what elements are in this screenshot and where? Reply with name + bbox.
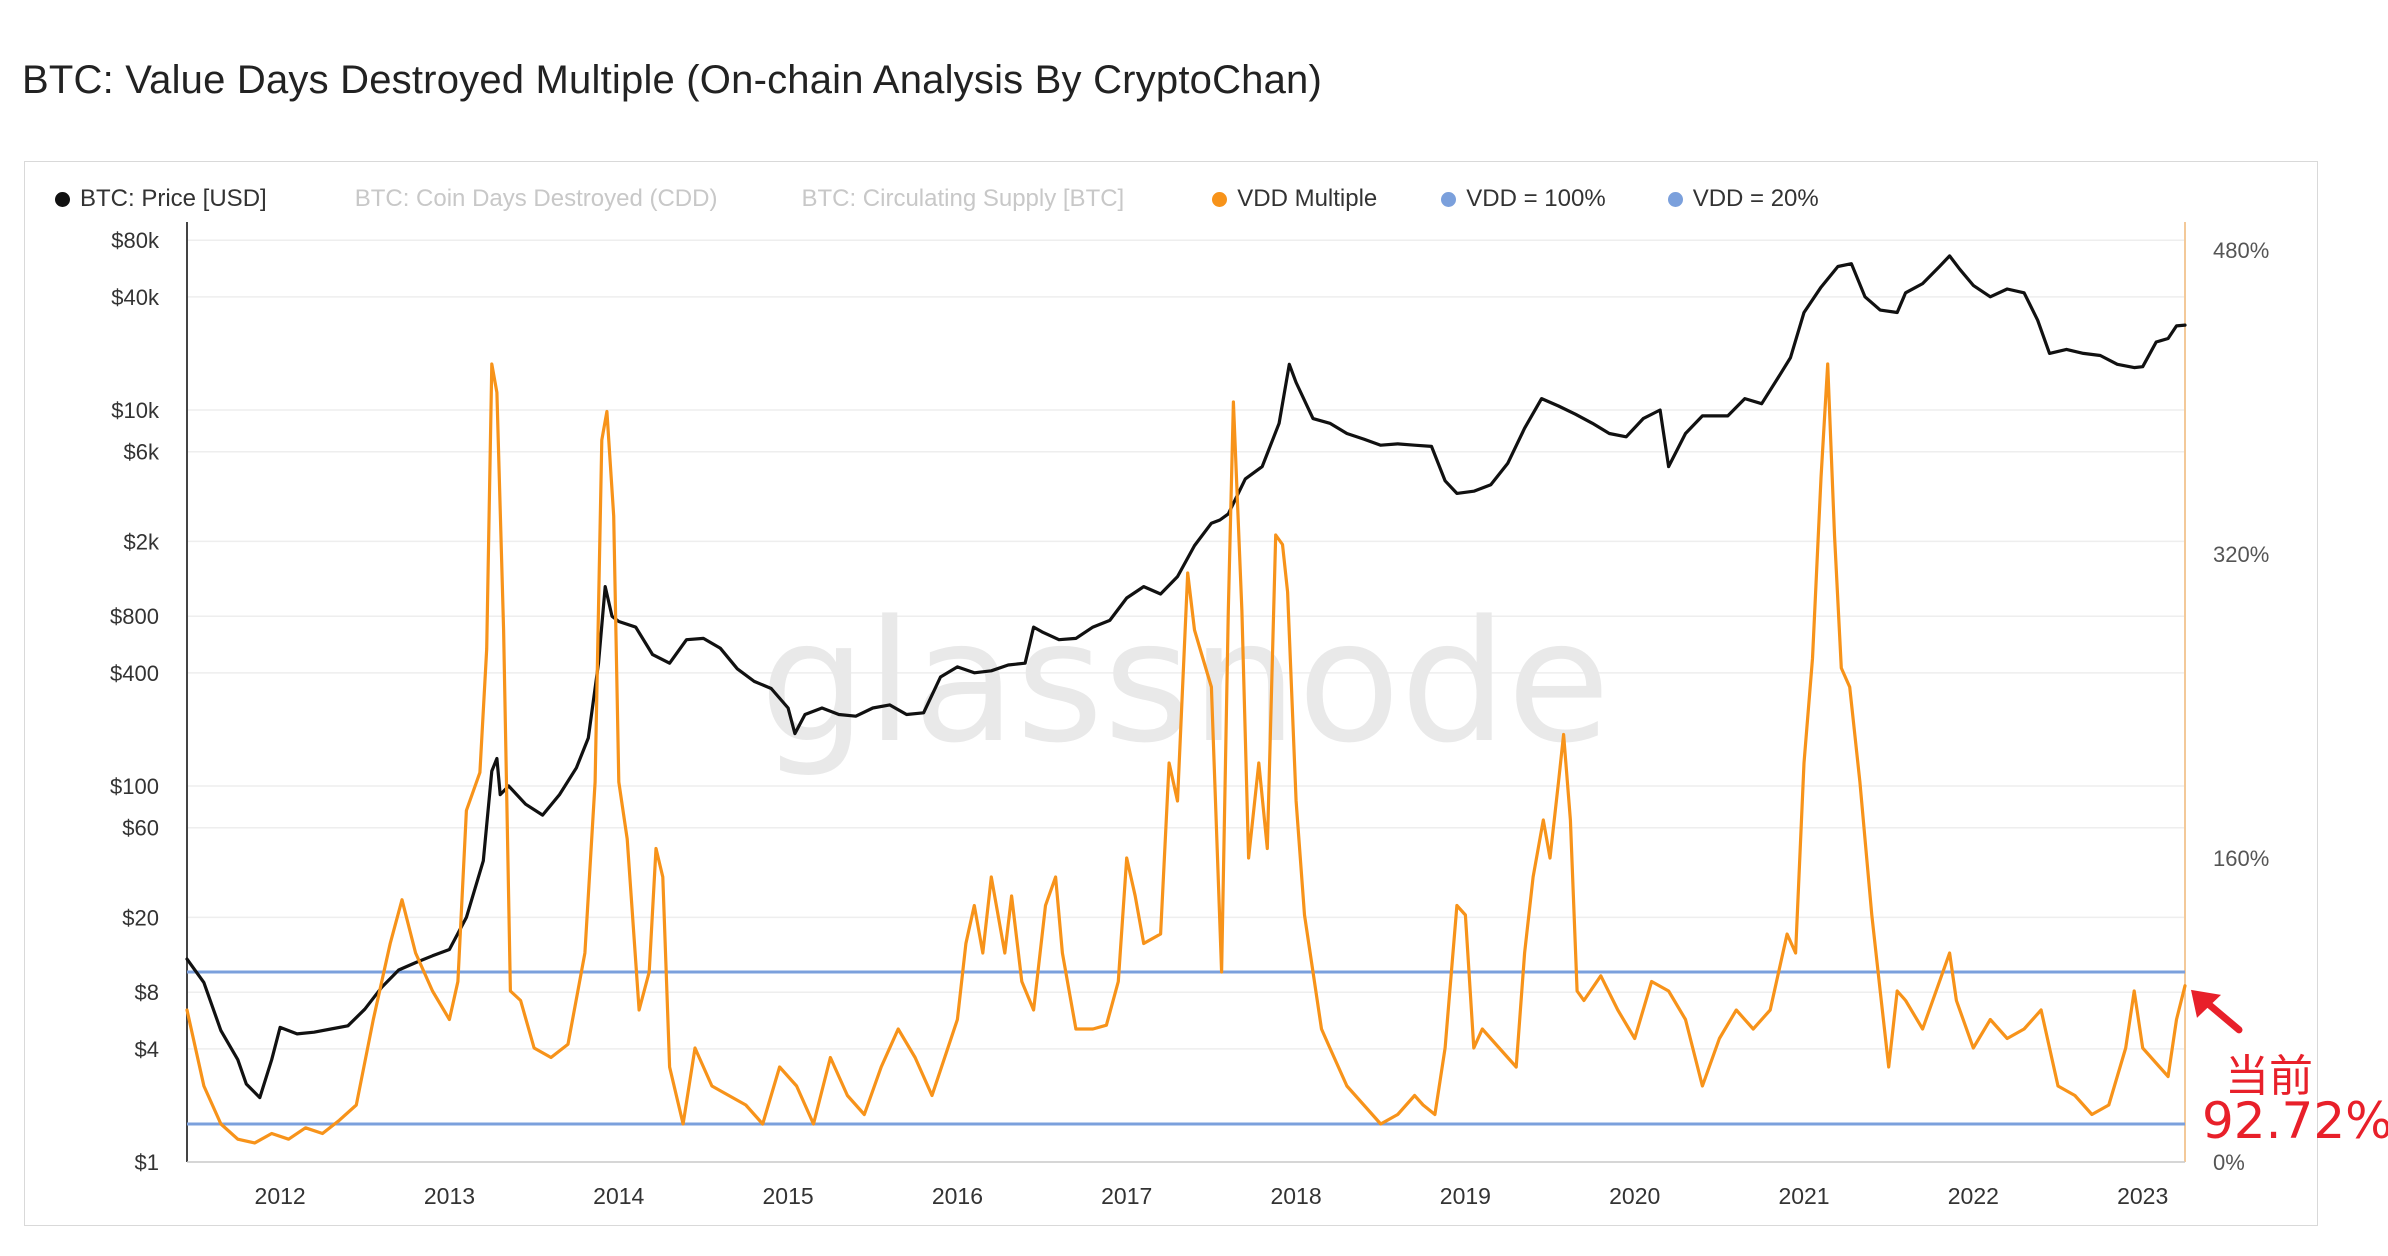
left-tick-label: $4 [135, 1037, 159, 1062]
legend-dot-icon [55, 191, 70, 207]
right-tick-label: 320% [2213, 542, 2269, 567]
annotation-label: 当前 [2225, 1051, 2313, 1102]
left-tick-label: $1 [135, 1150, 159, 1175]
annotation-value: 92.72% [2202, 1092, 2388, 1150]
annotation-arrow-icon [2191, 989, 2243, 1034]
legend-item[interactable]: BTC: Circulating Supply [BTC] [801, 185, 1124, 213]
reference-lines [187, 970, 2185, 1126]
price-series-line [185, 254, 2187, 1100]
x-tick-label: 2022 [1948, 1183, 1999, 1209]
x-tick-label: 2014 [593, 1183, 644, 1209]
chart-legend: BTC: Price [USD] BTC: Coin Days Destroyed… [55, 184, 1907, 214]
tick-labels: $80k $40k $10k $6k $2k $800 $400 $100 $60 $20 $8 $4… [110, 228, 2269, 1209]
legend-label: VDD = 100% [1466, 185, 1606, 212]
x-tick-label: 2023 [2117, 1183, 2168, 1209]
x-tick-label: 2017 [1101, 1183, 1152, 1209]
left-tick-label: $20 [122, 905, 159, 930]
legend-item[interactable]: BTC: Coin Days Destroyed (CDD) [355, 185, 718, 213]
x-tick-label: 2012 [255, 1183, 306, 1209]
x-tick-label: 2015 [763, 1183, 814, 1209]
legend-label: VDD = 20% [1692, 185, 1819, 212]
x-tick-label: 2020 [1609, 1183, 1660, 1209]
annotation-arrow-head [2191, 989, 2221, 1018]
left-tick-label: $800 [110, 604, 159, 629]
left-tick-label: $100 [110, 774, 159, 799]
legend-label: BTC: Circulating Supply [BTC] [801, 185, 1125, 212]
legend-label: BTC: Coin Days Destroyed (CDD) [354, 185, 718, 212]
legend-item[interactable]: BTC: Price [USD] [55, 185, 267, 213]
vdd-multiple-series-line [185, 362, 2187, 1145]
page-title: BTC: Value Days Destroyed Multiple (On-c… [22, 58, 1323, 102]
left-tick-label: $2k [124, 529, 160, 554]
legend-dot-icon [1667, 191, 1683, 207]
left-tick-label: $60 [122, 816, 159, 841]
left-tick-label: $80k [111, 228, 160, 253]
x-tick-label: 2019 [1440, 1183, 1491, 1209]
legend-dot-icon [1212, 191, 1228, 207]
x-tick-label: 2016 [932, 1183, 983, 1209]
left-tick-label: $8 [135, 980, 159, 1005]
right-tick-label: 0% [2213, 1150, 2245, 1175]
legend-item[interactable]: VDD Multiple [1212, 185, 1377, 213]
x-tick-label: 2021 [1778, 1183, 1829, 1209]
legend-label: VDD Multiple [1237, 185, 1378, 212]
left-tick-label: $6k [124, 440, 160, 465]
left-tick-label: $400 [110, 661, 159, 686]
legend-dot-icon [1441, 191, 1457, 207]
x-tick-label: 2013 [424, 1183, 475, 1209]
left-tick-label: $10k [111, 398, 160, 423]
right-tick-label: 480% [2213, 238, 2269, 263]
right-tick-label: 160% [2213, 846, 2269, 871]
left-tick-label: $40k [111, 285, 160, 310]
series-group [185, 254, 2187, 1145]
x-tick-label: 2018 [1270, 1183, 1321, 1209]
legend-item[interactable]: VDD = 20% [1667, 185, 1819, 213]
legend-label: BTC: Price [USD] [80, 185, 267, 212]
legend-item[interactable]: VDD = 100% [1441, 185, 1606, 213]
axes [186, 222, 2186, 1163]
